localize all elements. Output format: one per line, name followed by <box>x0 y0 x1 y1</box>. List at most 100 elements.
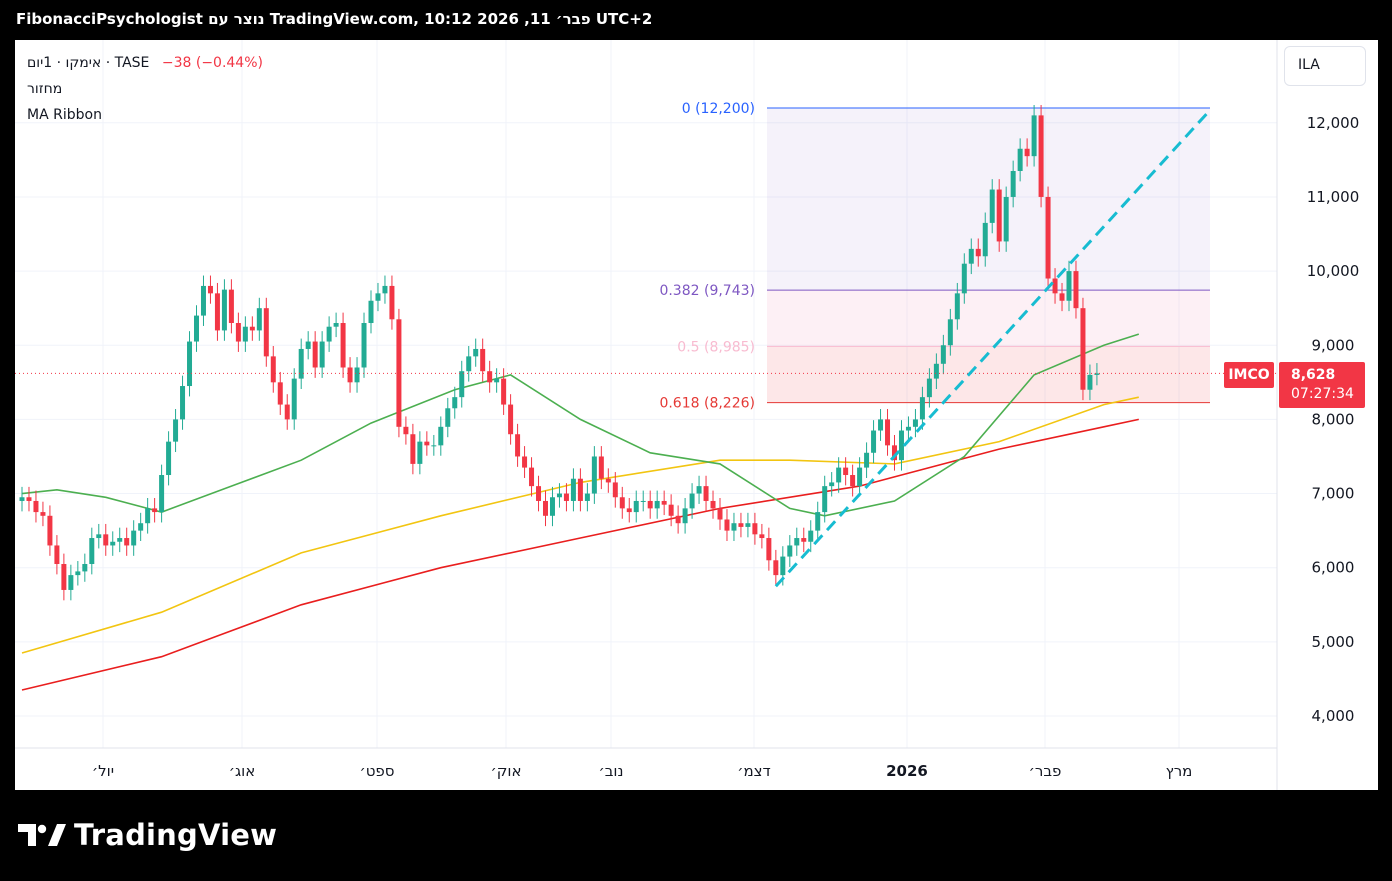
candle-body <box>794 538 800 546</box>
candle-body <box>731 523 737 531</box>
candle-body <box>145 508 151 524</box>
time-axis-label: אוג׳ <box>229 762 256 780</box>
candle-body <box>480 348 486 372</box>
candle-body <box>1066 271 1072 301</box>
candle-body <box>836 467 842 483</box>
candle-body <box>466 356 472 372</box>
candle-body <box>312 341 318 368</box>
candle-body <box>773 560 779 576</box>
candle-body <box>173 419 179 442</box>
candle-body <box>159 475 165 513</box>
candle-body <box>738 523 744 527</box>
candle-body <box>117 538 123 542</box>
candle-body <box>815 512 821 531</box>
candle-body <box>584 493 590 501</box>
candle-body <box>885 419 891 446</box>
candle-body <box>682 508 688 524</box>
candle-body <box>459 371 465 398</box>
price-axis-label: 11,000 <box>1307 188 1360 206</box>
candle-body <box>47 515 53 546</box>
chart-area[interactable]: 0 (12,200) 0.382 (9,743) 0.5 (8,985) 0.618 … <box>15 40 1378 790</box>
candle-body <box>591 456 597 494</box>
symbol-legend[interactable]: אימקו · 1יום · TASE −38 (−0.44%) <box>27 55 263 71</box>
candle-body <box>361 323 367 368</box>
candle-body <box>675 515 681 524</box>
currency-button[interactable]: ILA <box>1284 46 1366 86</box>
brand-name: TradingView <box>74 818 278 852</box>
candle-body <box>724 519 730 531</box>
candle-body <box>529 467 535 487</box>
tradingview-logo-icon <box>18 824 66 846</box>
candle-body <box>787 545 793 557</box>
time-axis-label: נוב׳ <box>599 762 624 780</box>
chart-header-title: FibonacciPsychologist נוצר עם TradingVie… <box>16 10 653 28</box>
candle-body <box>249 326 255 331</box>
candle-body <box>270 356 276 383</box>
ma-ribbon-indicator-label[interactable]: MA Ribbon <box>27 107 102 123</box>
tradingview-logo[interactable]: TradingView <box>18 818 277 852</box>
candle-body <box>1080 308 1086 390</box>
time-axis-label: 2026 <box>886 762 928 780</box>
candle-body <box>33 500 39 513</box>
candle-body <box>445 408 451 427</box>
candle-body <box>801 538 807 542</box>
candle-body <box>68 575 74 590</box>
candle-body <box>570 478 576 501</box>
candle-body <box>892 445 897 461</box>
price-axis-label: 6,000 <box>1312 559 1355 577</box>
candle-body <box>166 441 172 476</box>
volume-indicator-label[interactable]: מחזור <box>27 81 63 97</box>
price-axis-label: 10,000 <box>1307 262 1360 280</box>
candle-body <box>766 538 772 561</box>
candle-body <box>1059 293 1065 301</box>
candle-body <box>333 323 339 327</box>
price-axis-label: 7,000 <box>1312 485 1355 503</box>
candle-body <box>375 293 381 301</box>
time-axis-label: מרץ <box>1166 762 1193 780</box>
candle-body <box>214 293 220 331</box>
candle-body <box>138 523 144 531</box>
candle-body <box>382 285 388 294</box>
fib-zone-0-0382 <box>767 107 1210 291</box>
candle-body <box>1094 373 1100 375</box>
time-axis-label: יול׳ <box>92 762 114 780</box>
candle-body <box>19 497 25 501</box>
candle-body <box>905 426 911 431</box>
candle-body <box>871 430 877 453</box>
last-price-tag: 8,628 07:27:34 <box>1279 362 1365 408</box>
candle-body <box>263 308 269 357</box>
candle-body <box>829 482 835 487</box>
candle-body <box>1031 115 1037 157</box>
time-axis-label: ספט׳ <box>359 762 394 780</box>
candle-body <box>1052 278 1058 294</box>
candle-body <box>633 500 639 513</box>
candle-body <box>1010 170 1016 197</box>
candle-body <box>508 404 514 435</box>
fibonacci-retracement: 0 (12,200) 0.382 (9,743) 0.5 (8,985) 0.618 … <box>659 101 1210 412</box>
candle-body <box>822 486 828 513</box>
candle-body <box>424 441 430 446</box>
candle-body <box>926 378 932 398</box>
candle-body <box>556 493 562 498</box>
candle-body <box>808 530 814 542</box>
candle-body <box>689 493 695 509</box>
candle-body <box>878 419 884 431</box>
fib-level-label: 0 (12,200) <box>682 101 755 117</box>
candle-body <box>1045 196 1051 279</box>
price-change: −38 (−0.44%) <box>161 55 263 71</box>
candle-body <box>40 512 46 516</box>
candle-body <box>180 386 186 420</box>
candle-body <box>647 500 653 509</box>
candlesticks <box>15 105 1277 601</box>
candle-body <box>898 430 904 461</box>
candle-body <box>298 348 304 379</box>
price-chart[interactable]: 0 (12,200) 0.382 (9,743) 0.5 (8,985) 0.618 … <box>15 40 1378 790</box>
candle-body <box>522 456 528 468</box>
ma-mid-line <box>21 396 1139 654</box>
candle-body <box>612 482 618 498</box>
fib-zone-0382-05 <box>767 290 1210 347</box>
candle-body <box>1073 271 1079 309</box>
candle-body <box>354 367 360 383</box>
candle-body <box>961 263 967 294</box>
candle-body <box>494 378 500 383</box>
